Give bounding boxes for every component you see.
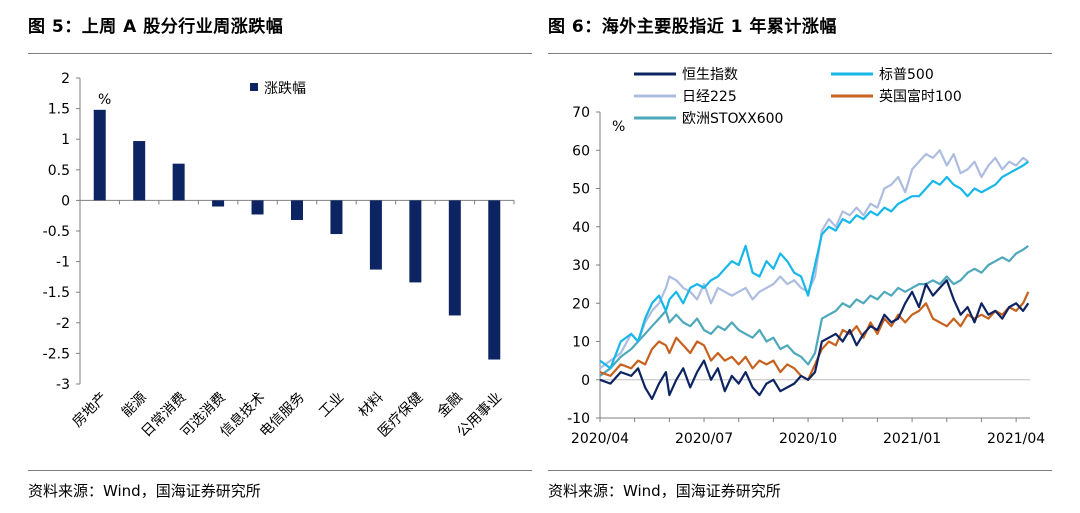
bar — [93, 109, 106, 201]
right-chart-title: 图 6：海外主要股指近 1 年累计涨幅 — [548, 17, 837, 37]
x-tick-label: 2021/01 — [883, 431, 941, 447]
y-unit-label: % — [98, 92, 111, 108]
legend-label: 标普500 — [879, 67, 934, 83]
category-label: 工业 — [316, 390, 347, 421]
bar — [330, 200, 343, 235]
bar — [369, 200, 382, 270]
y-tick-label: -3 — [56, 377, 70, 393]
y-tick-label: 70 — [572, 105, 590, 121]
bar — [488, 200, 501, 360]
left-chart-title: 图 5：上周 A 股分行业周涨跌幅 — [28, 17, 284, 37]
y-tick-label: -1 — [56, 255, 70, 271]
right-source-note: 资料来源：Wind，国海证券研究所 — [548, 482, 781, 500]
bar — [448, 200, 461, 316]
y-tick-label: -1.5 — [43, 285, 70, 301]
right-title-rule — [548, 53, 1052, 54]
y-tick-label: 1.5 — [48, 102, 70, 118]
category-label: 金融 — [435, 390, 466, 421]
series-line-sp500 — [599, 160, 1029, 370]
y-tick-label: 30 — [572, 258, 590, 274]
legend-label: 欧洲STOXX600 — [682, 111, 783, 127]
line-chart: 70 60 50 40 30 20 10 0 -10 2020/04 2020/07 2020/10 2… — [567, 67, 1045, 447]
x-tick-label: 2021/04 — [987, 431, 1045, 447]
bar — [409, 200, 422, 283]
y-unit-label: % — [612, 119, 625, 135]
y-tick-label: 10 — [572, 335, 590, 351]
category-label: 材料 — [356, 390, 387, 421]
left-source-rule — [28, 470, 532, 471]
category-label: 房地产 — [70, 390, 111, 431]
bar — [291, 200, 303, 220]
y-tick-label: 50 — [572, 182, 590, 198]
series-line-nikkei — [599, 149, 1029, 370]
y-tick-label: 0 — [61, 193, 70, 209]
right-source-rule — [548, 470, 1052, 471]
y-tick-label: 20 — [572, 296, 590, 312]
y-tick-label: -2 — [56, 316, 70, 332]
legend-label: 日经225 — [682, 89, 737, 105]
legend-swatch — [250, 83, 258, 91]
y-tick-label: 60 — [572, 143, 590, 159]
bar — [212, 200, 225, 207]
bar — [172, 163, 185, 201]
y-tick-label: 0.5 — [48, 163, 70, 179]
legend-label: 恒生指数 — [682, 67, 738, 83]
category-label: 能源 — [119, 390, 150, 421]
y-tick-label: -0.5 — [43, 224, 70, 240]
y-tick-label: -10 — [567, 411, 590, 427]
x-tick-label: 2020/07 — [675, 431, 733, 447]
series-line-stoxx — [599, 245, 1029, 377]
y-tick-label: 2 — [61, 71, 70, 87]
legend-label: 英国富时100 — [879, 88, 962, 105]
y-tick-label: 0 — [581, 373, 590, 389]
y-tick-label: 40 — [572, 220, 590, 236]
left-title-rule — [28, 53, 532, 54]
x-tick-label: 2020/10 — [779, 431, 837, 447]
left-source-note: 资料来源：Wind，国海证券研究所 — [28, 482, 261, 500]
series-line-hsi — [599, 279, 1030, 400]
bar — [251, 200, 264, 215]
y-tick-label: -2.5 — [43, 346, 70, 362]
y-tick-label: 1 — [61, 132, 70, 148]
x-tick-label: 2020/04 — [571, 431, 629, 447]
legend-label: 涨跌幅 — [264, 81, 306, 97]
bar — [133, 141, 146, 201]
